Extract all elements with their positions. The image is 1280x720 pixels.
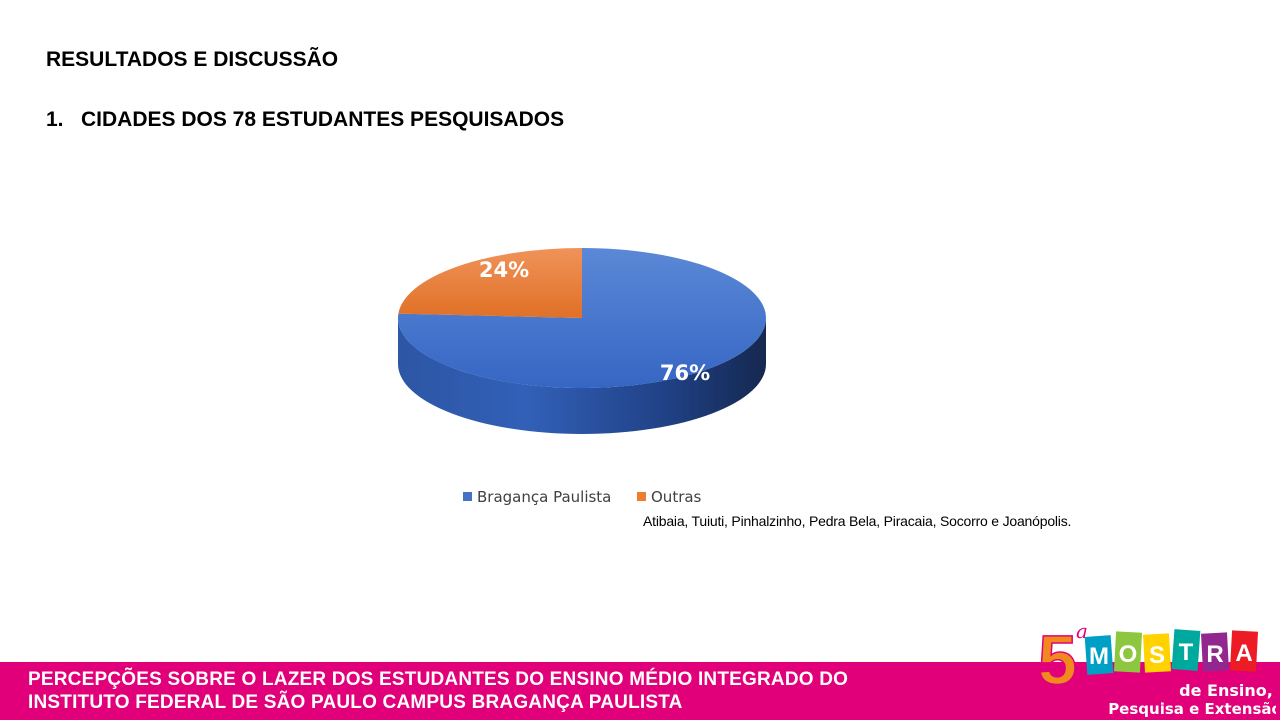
- footer-line-1: PERCEPÇÕES SOBRE O LAZER DOS ESTUDANTES …: [28, 669, 849, 690]
- pie-labels: 76% 24%: [479, 258, 710, 385]
- pie-top: [398, 248, 766, 388]
- pie-side-braganca: [398, 318, 766, 434]
- cities-note: Atibaia, Tuiuti, Pinhalzinho, Pedra Bela…: [643, 513, 1072, 529]
- logo-line-1: de Ensino,: [1179, 681, 1273, 700]
- logo-letter-s: S: [1149, 642, 1165, 669]
- legend-item-outras: Outras: [637, 488, 701, 506]
- subsection-number: 1.: [46, 108, 64, 131]
- pie-label-braganca: 76%: [660, 361, 710, 385]
- section-title: RESULTADOS E DISCUSSÃO: [46, 48, 339, 71]
- legend-label-outras: Outras: [651, 488, 702, 506]
- pie-chart: 76% 24%: [398, 248, 766, 434]
- subsection-title: 1. CIDADES DOS 78 ESTUDANTES PESQUISADOS: [46, 108, 564, 132]
- logo-letter-o: O: [1119, 641, 1138, 668]
- footer-band: [0, 662, 1280, 720]
- logo-letter-a: A: [1235, 640, 1252, 667]
- footer-text: PERCEPÇÕES SOBRE O LAZER DOS ESTUDANTES …: [28, 668, 848, 714]
- legend-label-braganca: Bragança Paulista: [477, 488, 612, 506]
- logo-line-2: Pesquisa e Extensão: [1108, 700, 1276, 718]
- legend-swatch-blue: [463, 492, 472, 501]
- logo-number: 5: [1038, 621, 1077, 699]
- pie-label-outras: 24%: [479, 258, 529, 282]
- logo-letter-t: T: [1179, 639, 1194, 666]
- subsection-text: CIDADES DOS 78 ESTUDANTES PESQUISADOS: [81, 108, 565, 131]
- legend-swatch-orange: [637, 492, 646, 501]
- footer-line-2: INSTITUTO FEDERAL DE SÃO PAULO CAMPUS BR…: [28, 692, 683, 713]
- pie-side: [398, 318, 766, 434]
- logo-letter-r: R: [1206, 641, 1223, 668]
- mostra-logo: 5 a M O S T R A de Ensino, Pesquisa e Ex…: [1037, 619, 1276, 718]
- logo-letters: M O S T R A: [1084, 629, 1259, 675]
- legend-item-braganca: Bragança Paulista: [463, 488, 611, 506]
- pie-slice-outras: [398, 248, 582, 318]
- logo-ordinal: a: [1076, 619, 1088, 643]
- logo-letter-m: M: [1089, 643, 1109, 670]
